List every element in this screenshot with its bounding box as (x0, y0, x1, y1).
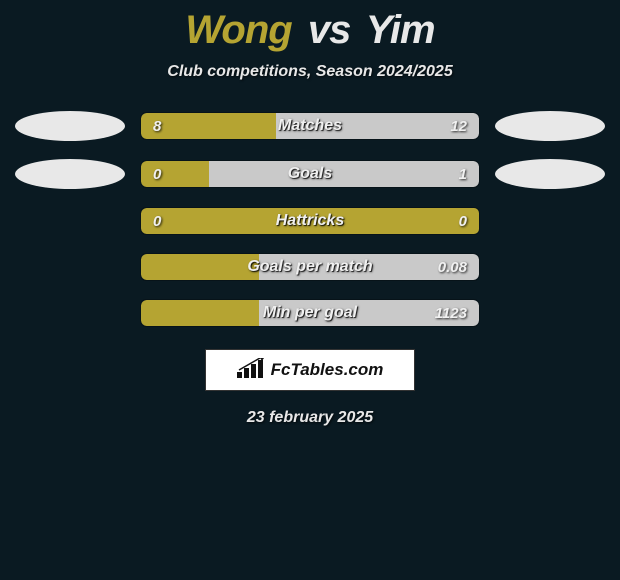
stat-bar: 00Hattricks (140, 207, 480, 235)
bar-segment-left (141, 161, 209, 187)
title-player-left: Wong (185, 8, 291, 52)
bar-segment-left (141, 300, 259, 326)
snapshot-date: 23 february 2025 (247, 409, 373, 427)
bar-track: 00Hattricks (140, 207, 480, 235)
left-badge-col (0, 111, 140, 141)
bar-segment-right (276, 113, 479, 139)
stat-row: 0.08Goals per match (0, 253, 620, 281)
player-badge-right (495, 111, 605, 141)
comparison-chart: 812Matches 01Goals 00Hattricks 0.08Goals pe… (0, 111, 620, 327)
bar-segment-right (209, 161, 479, 187)
player-badge-left (15, 159, 125, 189)
stat-row: 01Goals (0, 159, 620, 189)
bar-track: 0.08Goals per match (140, 253, 480, 281)
brand-text: FcTables.com (271, 360, 384, 380)
stat-bar: 01Goals (140, 160, 480, 188)
chart-icon (237, 358, 265, 383)
bar-segment-left (141, 254, 259, 280)
player-badge-left (15, 111, 125, 141)
stat-row: 00Hattricks (0, 207, 620, 235)
comparison-title: Wong vs Yim (0, 0, 620, 53)
comparison-subtitle: Club competitions, Season 2024/2025 (0, 63, 620, 81)
left-badge-col (0, 159, 140, 189)
stat-bar: 0.08Goals per match (140, 253, 480, 281)
bar-segment-right (259, 300, 479, 326)
title-vs: vs (308, 8, 351, 52)
stat-bar: 1123Min per goal (140, 299, 480, 327)
stat-row: 812Matches (0, 111, 620, 141)
stat-row: 1123Min per goal (0, 299, 620, 327)
footer: FcTables.com 23 february 2025 (0, 349, 620, 427)
right-badge-col (480, 111, 620, 141)
bar-segment-left (141, 113, 276, 139)
stat-bar: 812Matches (140, 112, 480, 140)
bar-track: 812Matches (140, 112, 480, 140)
bar-segment-left (141, 208, 479, 234)
bar-track: 01Goals (140, 160, 480, 188)
title-player-right: Yim (366, 8, 435, 52)
bar-track: 1123Min per goal (140, 299, 480, 327)
right-badge-col (480, 159, 620, 189)
bar-segment-right (259, 254, 479, 280)
player-badge-right (495, 159, 605, 189)
brand-badge: FcTables.com (205, 349, 415, 391)
